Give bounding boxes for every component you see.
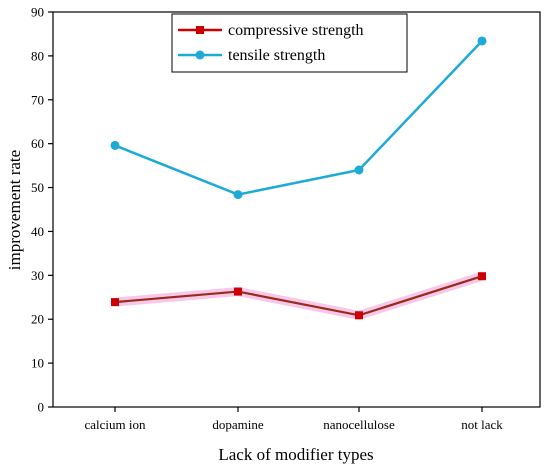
- data-point: [354, 165, 364, 175]
- y-tick-label: 90: [31, 5, 44, 20]
- series-1: [110, 36, 487, 200]
- data-point: [111, 298, 119, 307]
- data-point: [478, 272, 486, 281]
- data-point: [355, 311, 363, 320]
- series-line: [114, 275, 483, 317]
- series-0: [111, 271, 486, 320]
- data-point: [110, 140, 120, 150]
- x-tick-label: not lack: [461, 417, 503, 432]
- x-tick-label: dopamine: [212, 417, 263, 432]
- y-tick-label: 80: [31, 48, 44, 63]
- x-tick-label: calcium ion: [84, 417, 146, 432]
- legend-box: [171, 13, 408, 73]
- plot-frame: [52, 11, 541, 408]
- y-tick-label: 70: [31, 92, 44, 107]
- legend: compressive strength tensile strength: [171, 13, 408, 73]
- x-axis-title: Lack of modifier types: [218, 445, 373, 464]
- x-tick-label: nanocellulose: [323, 417, 395, 432]
- y-tick-label: 20: [31, 312, 44, 327]
- data-point: [477, 36, 487, 46]
- legend-marker: [196, 26, 204, 34]
- y-tick-label: 10: [31, 356, 44, 371]
- y-axis-title: improvement rate: [5, 150, 24, 270]
- series-layer: [110, 36, 487, 320]
- y-tick-label: 60: [31, 136, 44, 151]
- x-axis: calcium ion dopamine nanocellulose not lack: [84, 407, 503, 432]
- y-tick-label: 50: [31, 180, 44, 195]
- y-tick-label: 40: [31, 224, 44, 239]
- legend-label: tensile strength: [228, 47, 325, 64]
- y-tick-label: 0: [38, 400, 45, 415]
- data-point: [234, 287, 242, 296]
- legend-marker: [195, 50, 205, 60]
- legend-label: compressive strength: [228, 22, 364, 39]
- y-axis: 0 10 20 30 40 50 60 70 80 90: [31, 5, 53, 415]
- series-line: [114, 40, 483, 196]
- data-point: [233, 190, 243, 200]
- y-tick-label: 30: [31, 268, 44, 283]
- series-line-halo: [114, 271, 484, 320]
